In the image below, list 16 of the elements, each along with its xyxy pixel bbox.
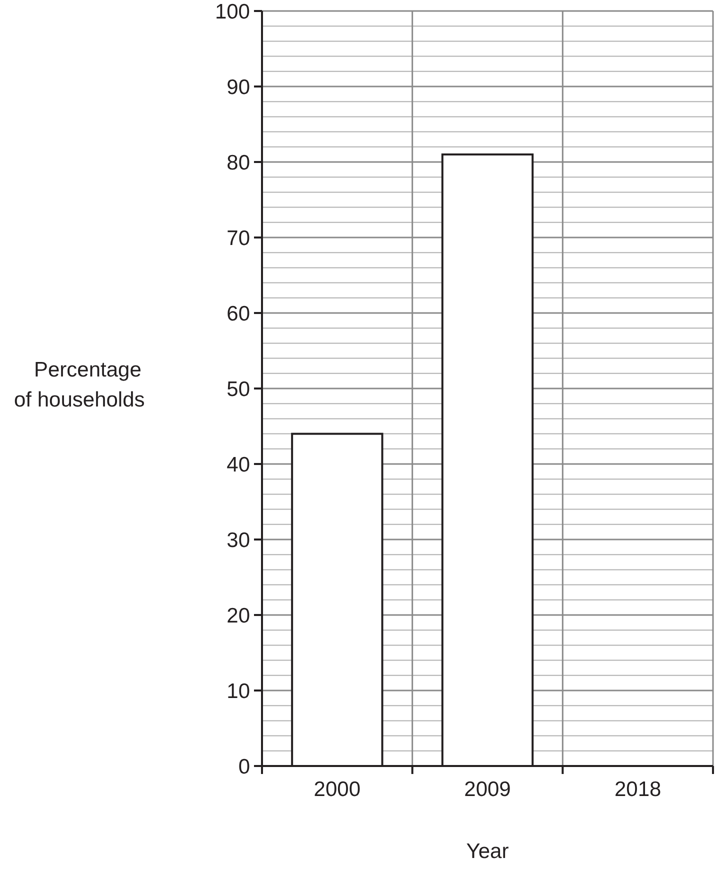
y-tick-label: 0: [238, 755, 250, 778]
y-tick-label: 100: [214, 0, 250, 24]
y-tick-label: 90: [226, 76, 250, 99]
y-tick-label: 30: [226, 528, 250, 552]
y-tick-label: 50: [226, 378, 250, 401]
y-tick-label: 40: [226, 453, 250, 476]
y-tick-label: 60: [226, 302, 250, 326]
x-tick-label: 2000: [314, 778, 361, 801]
y-tick-label: 80: [226, 151, 250, 174]
y-tick-label: 10: [226, 680, 250, 703]
x-tick-label: 2009: [464, 778, 511, 801]
y-tick-label: 70: [226, 226, 250, 250]
x-tick-label: 2018: [614, 778, 662, 801]
y-axis-title: Percentage of households: [14, 358, 145, 412]
y-tick-label: 20: [226, 604, 250, 628]
x-axis-title: Year: [466, 840, 509, 863]
